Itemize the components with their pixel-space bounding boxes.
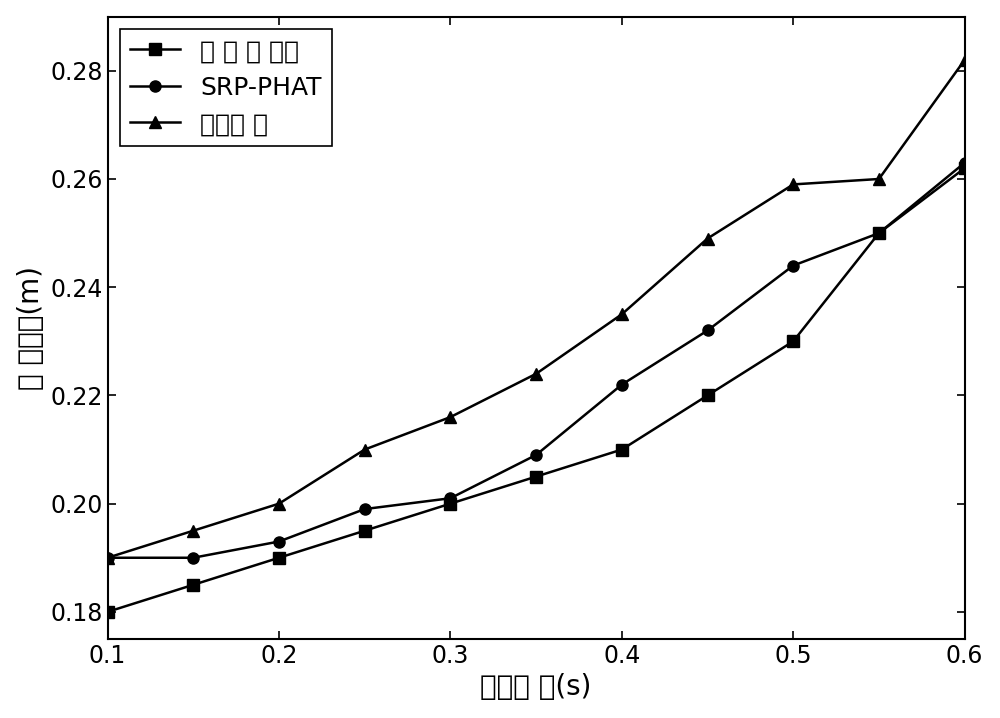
Line: 本 发 明 提出: 本 发 明 提出 (102, 162, 970, 617)
本 发 明 提出 (959, 164, 971, 172)
几何定 位 (102, 554, 114, 562)
SRP-PHAT (530, 451, 542, 460)
本 发 明 提出 (102, 607, 114, 616)
几何定 位 (530, 370, 542, 378)
几何定 位 (444, 413, 456, 421)
SRP-PHAT (702, 326, 714, 335)
SRP-PHAT (444, 494, 456, 503)
SRP-PHAT (873, 229, 885, 238)
本 发 明 提出 (273, 554, 285, 562)
本 发 明 提出 (530, 472, 542, 481)
SRP-PHAT (959, 159, 971, 167)
本 发 明 提出 (702, 391, 714, 400)
SRP-PHAT (273, 537, 285, 546)
Legend: 本 发 明 提出, SRP-PHAT, 几何定 位: 本 发 明 提出, SRP-PHAT, 几何定 位 (120, 29, 332, 146)
Line: SRP-PHAT: SRP-PHAT (102, 157, 970, 564)
SRP-PHAT (616, 381, 628, 389)
几何定 位 (273, 499, 285, 508)
SRP-PHAT (787, 261, 799, 270)
几何定 位 (959, 56, 971, 65)
几何定 位 (187, 526, 199, 535)
几何定 位 (616, 310, 628, 319)
本 发 明 提出 (187, 580, 199, 589)
Line: 几何定 位: 几何定 位 (102, 55, 970, 564)
SRP-PHAT (102, 554, 114, 562)
几何定 位 (787, 180, 799, 189)
X-axis label: 混响时 间(s): 混响时 间(s) (480, 673, 592, 701)
几何定 位 (873, 174, 885, 183)
本 发 明 提出 (787, 337, 799, 345)
本 发 明 提出 (616, 445, 628, 454)
SRP-PHAT (359, 505, 371, 513)
Y-axis label: 定 位误差(m): 定 位误差(m) (17, 266, 45, 390)
几何定 位 (702, 234, 714, 243)
SRP-PHAT (187, 554, 199, 562)
本 发 明 提出 (873, 229, 885, 238)
本 发 明 提出 (444, 499, 456, 508)
本 发 明 提出 (359, 526, 371, 535)
几何定 位 (359, 445, 371, 454)
